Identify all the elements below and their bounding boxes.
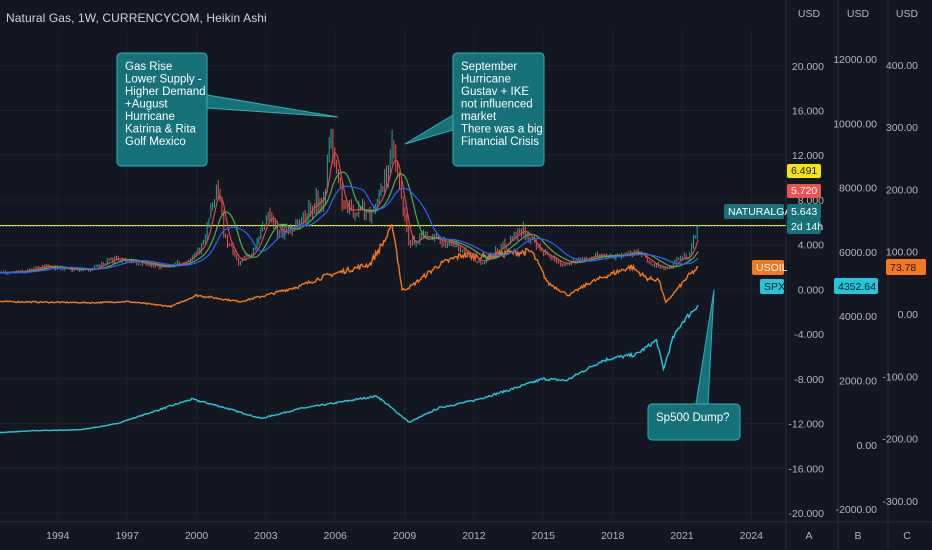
axis-a-footer-label: A (805, 530, 812, 542)
usoil-name-tag-bg (752, 260, 784, 275)
usoil-line (0, 223, 699, 309)
x-axis-tick-label: 2021 (670, 530, 694, 542)
callout-katrina-text-line: Hurricane (125, 111, 175, 123)
axis-a-unit-label: USD (798, 8, 821, 20)
x-axis-tick-label: 2006 (324, 530, 348, 542)
axis-b-tick-label: 0.00 (857, 440, 878, 452)
naturalgas-price-tag-bg (787, 204, 821, 219)
callout-katrina-text-line: Higher Demand (125, 86, 206, 98)
axis-c-tick-label: 300.00 (886, 122, 918, 134)
naturalgas-countdown-tag-bg (787, 219, 821, 234)
spx-price-tag-bg (834, 278, 878, 294)
spx-price-tag: 4352.64 (838, 281, 876, 293)
callout-financial-crisis-text-line: not influenced (461, 99, 533, 111)
axis-c-tick-label: 200.00 (886, 184, 918, 196)
callout-financial-crisis-text-line: market (461, 111, 497, 123)
axis-c-footer-label: C (903, 530, 911, 542)
callout-katrina-box (116, 52, 208, 167)
axis-b-tick-label: -2000.00 (836, 504, 878, 516)
chart-title: Natural Gas, 1W, CURRENCYCOM, Heikin Ash… (6, 11, 267, 25)
high-price-tag: 6.491 (791, 165, 817, 177)
x-axis[interactable]: 1994 1997 2000 2003 2006 2009 2012 2015 2018 2021… (46, 530, 763, 542)
axis-b-tick-label: 4000.00 (839, 311, 877, 323)
axis-b-footer-label: B (854, 530, 861, 542)
callout-financial-crisis-text-line: Financial Crisis (461, 136, 539, 148)
axis-a-tick-label: 16.000 (792, 106, 824, 118)
axis-b-unit-label: USD (847, 8, 870, 20)
usoil-price-tag: 73.78 (890, 262, 916, 274)
spx-line (0, 304, 699, 434)
naturalgas-price-tag: 5.643 (791, 206, 817, 218)
x-axis-tick-label: 1994 (46, 530, 70, 542)
axis-a-tick-label: -12.000 (788, 419, 824, 431)
naturalgas-countdown-tag: 2d 14h (791, 221, 823, 233)
axis-b-tick-label: 8000.00 (839, 183, 877, 195)
callout-katrina-text-line: Gas Rise (125, 61, 172, 73)
axis-a-tick-label: -4.000 (794, 329, 824, 341)
x-axis-tick-label: 2000 (185, 530, 209, 542)
naturalgas-name-tag: NATURALGAS (728, 206, 798, 218)
callout-financial-crisis-text-line: Hurricane (461, 74, 511, 86)
axis-a-tick-label: 12.000 (792, 150, 824, 162)
high-price-tag-bg (787, 164, 821, 178)
axis-b-tick-label: 6000.00 (839, 247, 877, 259)
axis-c[interactable]: 400.00 300.00 200.00 100.00 0.00 -100.00 -200.… (882, 8, 918, 542)
callout-financial-crisis-text-line: There was a big (461, 124, 543, 136)
callout-sp500-dump: Sp500 Dump? (647, 289, 741, 441)
x-axis-tick-label: 2015 (532, 530, 556, 542)
axis-c-tick-label: 400.00 (886, 60, 918, 72)
axis-c-tick-label: -300.00 (882, 496, 918, 508)
callout-sp500-dump-text-line: Sp500 Dump? (656, 412, 730, 424)
callout-sp500-dump-box (647, 403, 741, 441)
x-axis-tick-label: 2003 (254, 530, 278, 542)
axis-b-tick-label: 12000.00 (833, 54, 877, 66)
axis-a-tick-label: -16.000 (788, 463, 824, 475)
ma-blue-line (0, 185, 699, 274)
axis-a-tick-label: 4.000 (798, 240, 824, 252)
axis-b-tick-label: 10000.00 (833, 118, 877, 130)
axis-b[interactable]: 12000.00 10000.00 8000.00 6000.00 4000.00 200… (833, 8, 877, 542)
axis-a-tick-label: 20.000 (792, 61, 824, 73)
ma-green-line (0, 171, 699, 274)
close-price-tag: 5.720 (791, 185, 817, 197)
axis-c-tick-label: -100.00 (882, 371, 918, 383)
axis-b-tick-label: 2000.00 (839, 376, 877, 388)
close-price-tag-bg (787, 184, 821, 198)
axis-c-tick-label: -200.00 (882, 434, 918, 446)
callout-financial-crisis-text-line: Gustav + IKE (461, 86, 529, 98)
callout-katrina-text-line: Katrina & Rita (125, 124, 197, 136)
callout-katrina-text-line: Lower Supply - (125, 74, 202, 86)
axis-a-tick-label: 0.000 (798, 284, 824, 296)
usoil-price-tag-bg (886, 259, 926, 275)
x-axis-tick-label: 2024 (740, 530, 764, 542)
axis-c-unit-label: USD (896, 8, 919, 20)
axis-a[interactable]: 20.00016.00012.0008.0004.0000.000-4.000-… (788, 8, 824, 542)
spx-name-tag-bg (760, 279, 784, 294)
callout-financial-crisis-text-line: September (461, 61, 517, 73)
series-layer (0, 128, 786, 434)
x-axis-tick-label: 2012 (462, 530, 486, 542)
callout-katrina-text-line: Golf Mexico (125, 136, 186, 148)
naturalgas-name-tag-bg (724, 204, 784, 219)
axis-a-tick-label: -8.000 (794, 374, 824, 386)
callout-katrina-text-line: +August (125, 99, 168, 111)
usoil-name-tag: USOIL (756, 262, 788, 274)
x-axis-tick-label: 1997 (115, 530, 139, 542)
callout-financial-crisis-joint (453, 115, 460, 128)
axis-a-tick-label: -20.000 (788, 508, 824, 520)
spx-name-tag: SPX (764, 281, 785, 293)
axis-c-tick-label: 100.00 (886, 247, 918, 259)
callout-financial-crisis-box (452, 52, 545, 167)
x-axis-tick-label: 2018 (601, 530, 625, 542)
x-axis-tick-label: 2009 (393, 530, 417, 542)
axis-c-tick-label: 0.00 (898, 309, 919, 321)
